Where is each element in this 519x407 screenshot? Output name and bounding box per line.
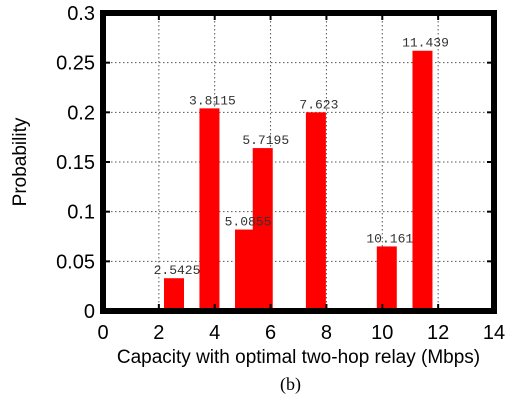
- data-label-6: 11.439: [402, 36, 449, 51]
- y-tick-label: 0.15: [56, 152, 95, 174]
- x-tick-label: 10: [371, 322, 393, 344]
- x-tick-label: 8: [321, 322, 332, 344]
- plot-frame: [100, 10, 497, 314]
- y-tick-label: 0.2: [67, 102, 95, 124]
- data-label-5: 10.161: [366, 231, 413, 246]
- x-tick-label: 2: [153, 322, 164, 344]
- figure-caption: (b): [280, 374, 301, 395]
- tick-labels: 0 2 4 6 8 10 12 14 0 0.05 0.1 0.15 0.2 0.25 0.3: [56, 3, 505, 344]
- y-tick-label: 0.05: [56, 251, 95, 273]
- bar-1: [199, 108, 220, 311]
- bar-2: [235, 229, 256, 311]
- data-label-0: 2.5425: [154, 263, 201, 278]
- data-label-3: 5.7195: [242, 133, 289, 148]
- x-tick-label: 12: [427, 322, 449, 344]
- x-tick-label: 4: [209, 322, 220, 344]
- data-label-1: 3.8115: [189, 93, 236, 108]
- data-label-2: 5.0855: [225, 215, 272, 230]
- x-tick-label: 0: [97, 322, 108, 344]
- x-tick-label: 6: [265, 322, 276, 344]
- bar-3: [252, 148, 273, 311]
- bar-4: [305, 112, 326, 311]
- data-labels: 2.5425 3.8115 5.0855 5.7195 7.623 10.161 11.43…: [154, 36, 449, 278]
- data-label-4: 7.623: [299, 97, 338, 112]
- x-tick-label: 14: [483, 322, 505, 344]
- bar-5: [376, 246, 397, 311]
- y-tick-label: 0.25: [56, 53, 95, 75]
- bar-6: [412, 50, 433, 311]
- x-axis-title: Capacity with optimal two-hop relay (Mbp…: [117, 347, 480, 368]
- y-tick-label: 0.3: [67, 3, 95, 25]
- y-tick-label: 0.1: [67, 202, 95, 224]
- bars: [164, 50, 433, 311]
- bar-0: [164, 278, 185, 311]
- y-tick-label: 0: [84, 301, 95, 323]
- y-axis-title: Probability: [10, 117, 31, 206]
